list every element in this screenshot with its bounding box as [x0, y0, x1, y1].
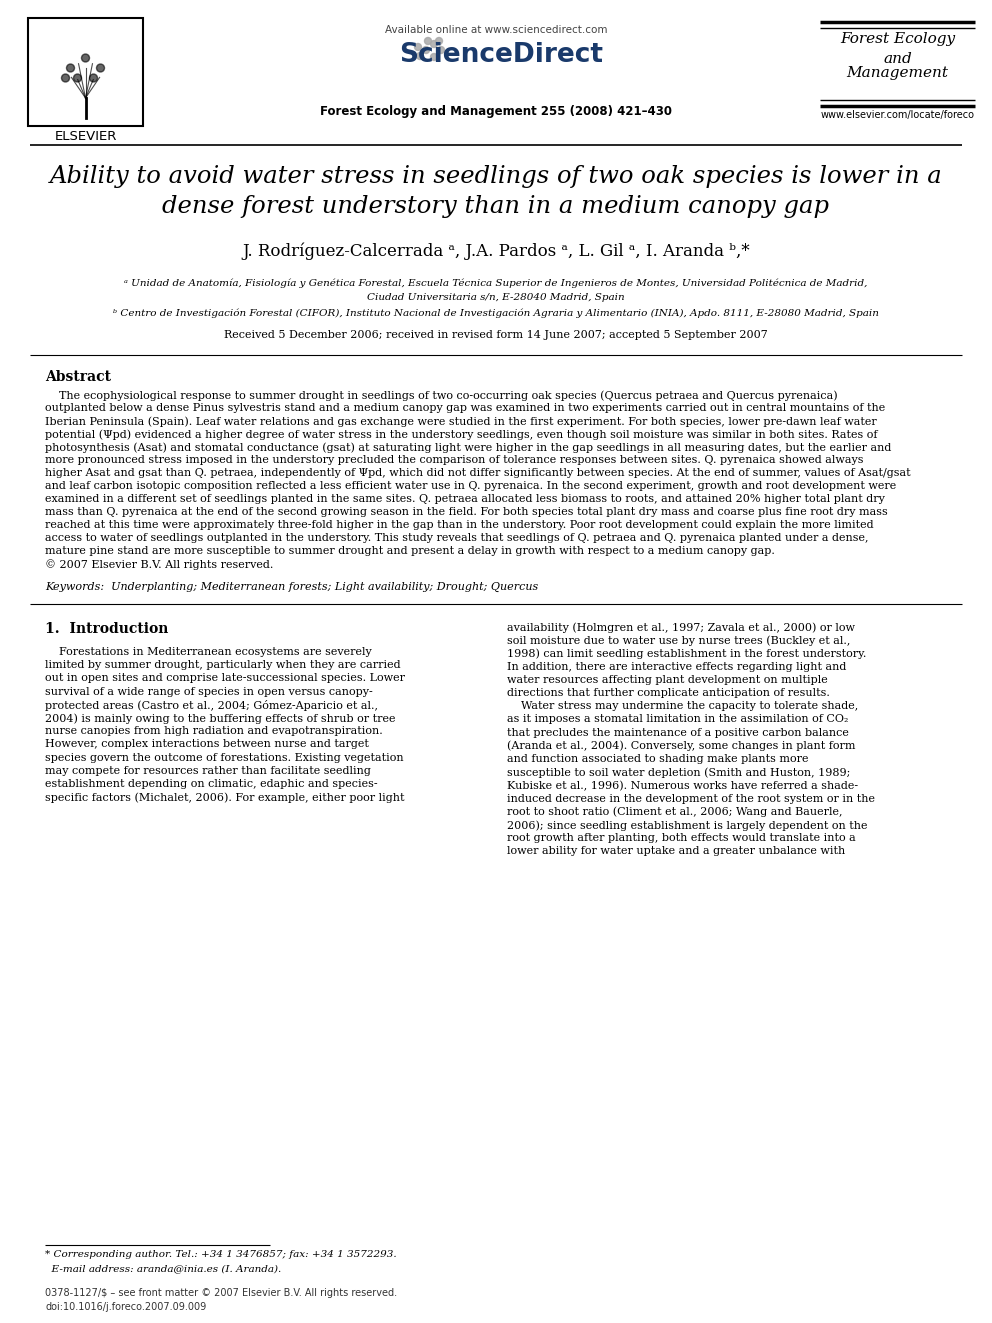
Circle shape [425, 37, 432, 45]
Text: 2004) is mainly owing to the buffering effects of shrub or tree: 2004) is mainly owing to the buffering e… [45, 713, 396, 724]
Text: 0378-1127/$ – see front matter © 2007 Elsevier B.V. All rights reserved.: 0378-1127/$ – see front matter © 2007 El… [45, 1289, 397, 1298]
Text: However, complex interactions between nurse and target: However, complex interactions between nu… [45, 740, 369, 749]
Text: mass than Q. pyrenaica at the end of the second growing season in the field. For: mass than Q. pyrenaica at the end of the… [45, 507, 888, 517]
Text: ELSEVIER: ELSEVIER [55, 130, 117, 143]
Text: Forest Ecology: Forest Ecology [840, 32, 955, 46]
Text: nurse canopies from high radiation and evapotranspiration.: nurse canopies from high radiation and e… [45, 726, 383, 736]
Text: out in open sites and comprise late-successional species. Lower: out in open sites and comprise late-succ… [45, 673, 405, 684]
Text: 1998) can limit seedling establishment in the forest understory.: 1998) can limit seedling establishment i… [507, 648, 866, 659]
Text: mature pine stand are more susceptible to summer drought and present a delay in : mature pine stand are more susceptible t… [45, 546, 775, 556]
Text: outplanted below a dense Pinus sylvestris stand and a medium canopy gap was exam: outplanted below a dense Pinus sylvestri… [45, 404, 885, 413]
Text: www.elsevier.com/locate/foreco: www.elsevier.com/locate/foreco [820, 110, 974, 120]
Circle shape [81, 54, 89, 62]
Circle shape [415, 44, 422, 50]
Circle shape [435, 37, 442, 45]
Text: protected areas (Castro et al., 2004; Gómez-Aparicio et al.,: protected areas (Castro et al., 2004; Gó… [45, 700, 378, 710]
Text: ᵃ Unidad de Anatomía, Fisiología y Genética Forestal, Escuela Técnica Superior d: ᵃ Unidad de Anatomía, Fisiología y Genét… [124, 278, 868, 287]
Circle shape [431, 53, 437, 61]
Text: Forestations in Mediterranean ecosystems are severely: Forestations in Mediterranean ecosystems… [45, 647, 372, 658]
Text: reached at this time were approximately three-fold higher in the gap than in the: reached at this time were approximately … [45, 520, 874, 531]
Text: availability (Holmgren et al., 1997; Zavala et al., 2000) or low: availability (Holmgren et al., 1997; Zav… [507, 622, 855, 632]
Text: water resources affecting plant development on multiple: water resources affecting plant developm… [507, 675, 827, 685]
Circle shape [417, 53, 424, 60]
Text: Iberian Peninsula (Spain). Leaf water relations and gas exchange were studied in: Iberian Peninsula (Spain). Leaf water re… [45, 415, 877, 426]
Text: species govern the outcome of forestations. Existing vegetation: species govern the outcome of forestatio… [45, 753, 404, 762]
Circle shape [66, 64, 74, 71]
Text: © 2007 Elsevier B.V. All rights reserved.: © 2007 Elsevier B.V. All rights reserved… [45, 560, 274, 570]
Circle shape [89, 74, 97, 82]
Text: Kubiske et al., 1996). Numerous works have referred a shade-: Kubiske et al., 1996). Numerous works ha… [507, 781, 858, 791]
Text: root growth after planting, both effects would translate into a: root growth after planting, both effects… [507, 833, 856, 843]
Text: 2006); since seedling establishment is largely dependent on the: 2006); since seedling establishment is l… [507, 820, 867, 831]
Text: directions that further complicate anticipation of results.: directions that further complicate antic… [507, 688, 830, 699]
Text: induced decrease in the development of the root system or in the: induced decrease in the development of t… [507, 794, 875, 803]
Circle shape [423, 46, 430, 53]
Text: more pronounced stress imposed in the understory precluded the comparison of tol: more pronounced stress imposed in the un… [45, 455, 863, 464]
Text: as it imposes a stomatal limitation in the assimilation of CO₂: as it imposes a stomatal limitation in t… [507, 714, 848, 725]
Text: specific factors (Michalet, 2006). For example, either poor light: specific factors (Michalet, 2006). For e… [45, 792, 405, 803]
Text: Available online at www.sciencedirect.com: Available online at www.sciencedirect.co… [385, 25, 607, 34]
Text: In addition, there are interactive effects regarding light and: In addition, there are interactive effec… [507, 662, 846, 672]
Text: limited by summer drought, particularly when they are carried: limited by summer drought, particularly … [45, 660, 401, 671]
Text: (Aranda et al., 2004). Conversely, some changes in plant form: (Aranda et al., 2004). Conversely, some … [507, 741, 855, 751]
Text: root to shoot ratio (Climent et al., 2006; Wang and Bauerle,: root to shoot ratio (Climent et al., 200… [507, 807, 842, 818]
Text: Abstract: Abstract [45, 370, 111, 384]
Text: 1.  Introduction: 1. Introduction [45, 622, 169, 636]
Text: and leaf carbon isotopic composition reflected a less efficient water use in Q. : and leaf carbon isotopic composition ref… [45, 482, 896, 491]
Text: ScienceDirect: ScienceDirect [399, 42, 603, 67]
Circle shape [73, 74, 81, 82]
Text: susceptible to soil water depletion (Smith and Huston, 1989;: susceptible to soil water depletion (Smi… [507, 767, 850, 778]
Text: Ciudad Universitaria s/n, E-28040 Madrid, Spain: Ciudad Universitaria s/n, E-28040 Madrid… [367, 292, 625, 302]
Circle shape [437, 46, 444, 53]
Text: ᵇ Centro de Investigación Forestal (CIFOR), Instituto Nacional de Investigación : ᵇ Centro de Investigación Forestal (CIFO… [113, 308, 879, 318]
Text: Forest Ecology and Management 255 (2008) 421–430: Forest Ecology and Management 255 (2008)… [320, 105, 672, 118]
Text: * Corresponding author. Tel.: +34 1 3476857; fax: +34 1 3572293.: * Corresponding author. Tel.: +34 1 3476… [45, 1250, 397, 1259]
Text: photosynthesis (Asat) and stomatal conductance (gsat) at saturating light were h: photosynthesis (Asat) and stomatal condu… [45, 442, 892, 452]
Text: E-mail address: aranda@inia.es (I. Aranda).: E-mail address: aranda@inia.es (I. Arand… [45, 1263, 282, 1273]
Text: Keywords:  Underplanting; Mediterranean forests; Light availability; Drought; Qu: Keywords: Underplanting; Mediterranean f… [45, 582, 539, 593]
Text: higher Asat and gsat than Q. petraea, independently of Ψpd, which did not differ: higher Asat and gsat than Q. petraea, in… [45, 468, 911, 478]
Text: Water stress may undermine the capacity to tolerate shade,: Water stress may undermine the capacity … [507, 701, 858, 712]
Text: access to water of seedlings outplanted in the understory. This study reveals th: access to water of seedlings outplanted … [45, 533, 869, 542]
Text: may compete for resources rather than facilitate seedling: may compete for resources rather than fa… [45, 766, 371, 775]
Text: soil moisture due to water use by nurse trees (Buckley et al.,: soil moisture due to water use by nurse … [507, 635, 850, 646]
Circle shape [96, 64, 104, 71]
Text: and: and [883, 52, 912, 66]
Text: The ecophysiological response to summer drought in seedlings of two co-occurring: The ecophysiological response to summer … [45, 390, 837, 401]
Text: Ability to avoid water stress in seedlings of two oak species is lower in a: Ability to avoid water stress in seedlin… [50, 165, 942, 188]
Text: Management: Management [846, 66, 948, 79]
Text: examined in a different set of seedlings planted in the same sites. Q. petraea a: examined in a different set of seedlings… [45, 493, 885, 504]
Text: lower ability for water uptake and a greater unbalance with: lower ability for water uptake and a gre… [507, 847, 845, 856]
Text: that precludes the maintenance of a positive carbon balance: that precludes the maintenance of a posi… [507, 728, 849, 738]
Text: J. Rodríguez-Calcerrada ᵃ, J.A. Pardos ᵃ, L. Gil ᵃ, I. Aranda ᵇ,*: J. Rodríguez-Calcerrada ᵃ, J.A. Pardos ᵃ… [242, 242, 750, 259]
Bar [28, 19, 143, 126]
Text: establishment depending on climatic, edaphic and species-: establishment depending on climatic, eda… [45, 779, 378, 789]
Text: dense forest understory than in a medium canopy gap: dense forest understory than in a medium… [163, 194, 829, 218]
Circle shape [431, 41, 437, 48]
Text: and function associated to shading make plants more: and function associated to shading make … [507, 754, 808, 763]
Circle shape [62, 74, 69, 82]
Text: potential (Ψpd) evidenced a higher degree of water stress in the understory seed: potential (Ψpd) evidenced a higher degre… [45, 429, 878, 439]
Text: survival of a wide range of species in open versus canopy-: survival of a wide range of species in o… [45, 687, 373, 697]
Text: doi:10.1016/j.foreco.2007.09.009: doi:10.1016/j.foreco.2007.09.009 [45, 1302, 206, 1312]
Text: Received 5 December 2006; received in revised form 14 June 2007; accepted 5 Sept: Received 5 December 2006; received in re… [224, 329, 768, 340]
